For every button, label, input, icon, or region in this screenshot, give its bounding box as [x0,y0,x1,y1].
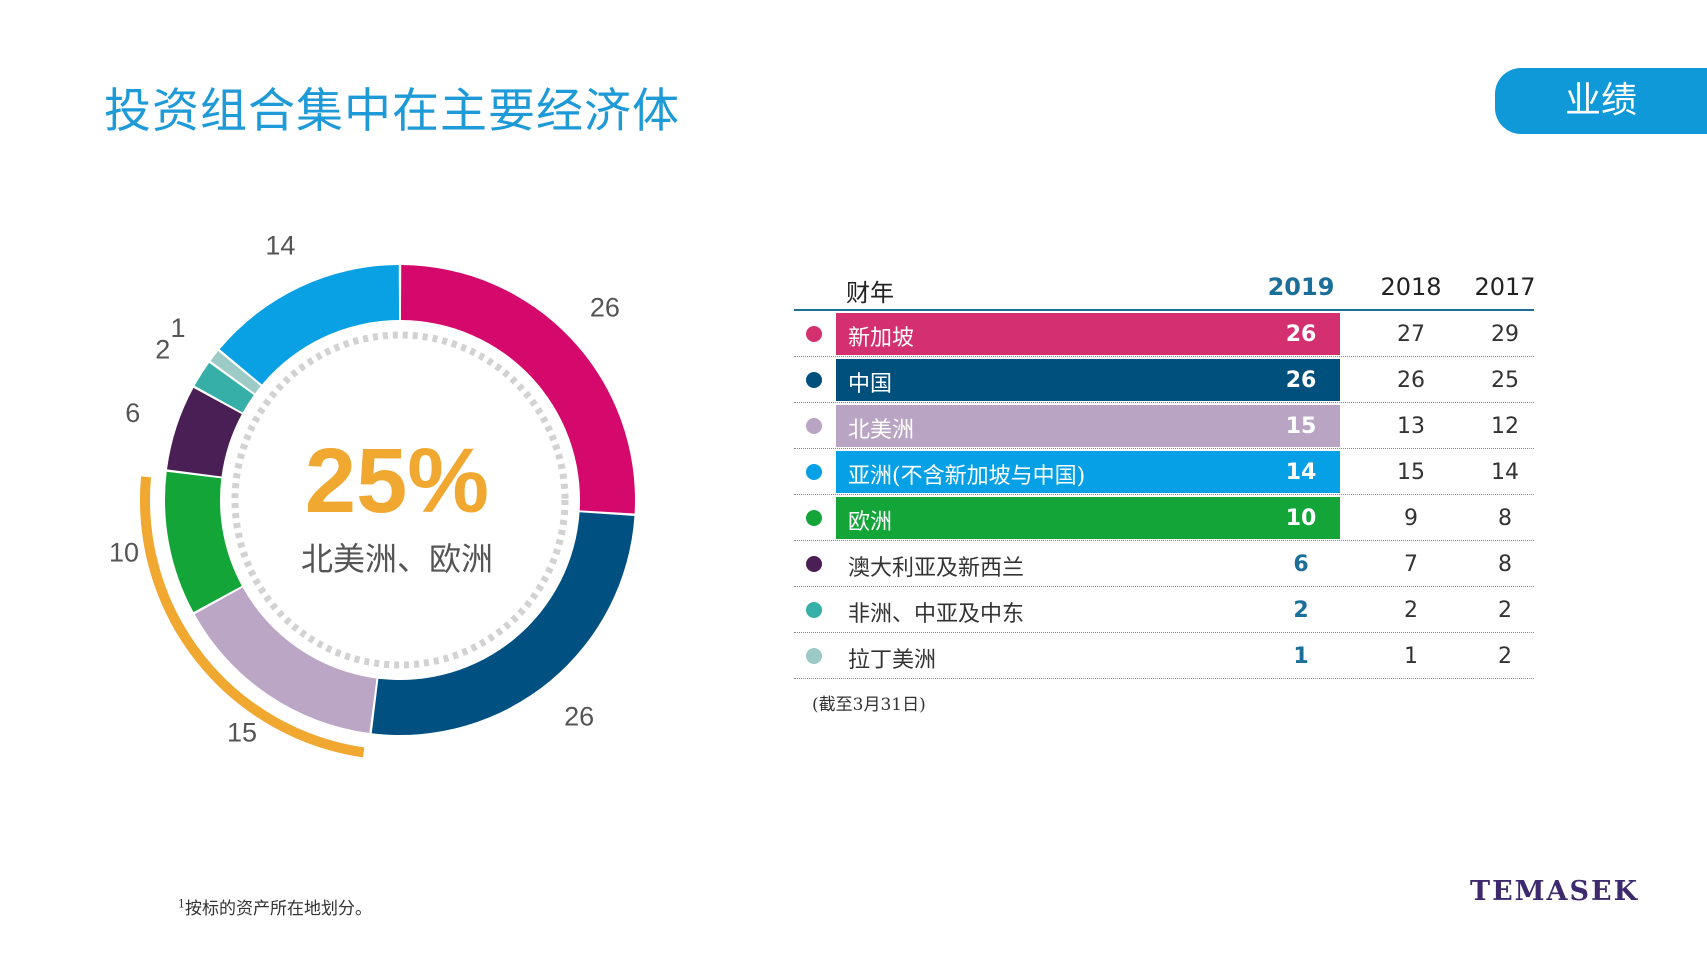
legend-dot [806,556,822,572]
legend-dot [806,602,822,618]
page-title: 投资组合集中在主要经济体 [104,84,680,139]
donut-inner-dotted-ring [231,331,569,669]
row-value-2018: 13 [1397,414,1425,439]
row-band [836,313,1340,355]
row-value-2018: 15 [1397,460,1425,485]
legend-dot [806,464,822,480]
donut-segments [165,265,636,735]
row-value-2018: 27 [1397,322,1425,347]
row-value-2017: 25 [1491,368,1519,393]
legend-dot [806,648,822,664]
table-row: 中国 26 26 25 [794,358,1534,403]
temasek-logo: TEMASEK [1470,876,1640,907]
date-note: (截至3月31日) [812,695,926,715]
table-row: 北美洲 15 13 12 [794,404,1534,449]
legend-dot [806,326,822,342]
row-value-2019: 6 [1293,552,1309,577]
donut-segment [165,471,242,613]
donut-segment [400,265,636,514]
allocation-table: 财年 2019 2018 2017 新加坡 26 27 29 中国 26 26 25 北美洲 15… [794,265,1536,679]
row-value-2019: 26 [1285,368,1317,393]
center-label: 北美洲、欧洲 [301,540,493,578]
row-value-2017: 29 [1491,322,1519,347]
row-label: 亚洲(不含新加坡与中国) [848,464,1086,489]
row-value-2019: 14 [1285,460,1317,485]
row-value-2018: 26 [1397,368,1425,393]
donut-value-label: 15 [227,717,257,747]
row-label: 拉丁美洲 [848,648,937,673]
donut-value-label: 2 [155,334,170,364]
donut-segment [371,512,635,735]
donut-segment [194,587,377,733]
row-value-2018: 9 [1404,506,1418,531]
row-value-2018: 1 [1404,644,1418,669]
legend-dot [806,418,822,434]
donut-value-label: 26 [590,293,620,323]
table-row: 新加坡 26 27 29 [794,312,1534,357]
donut-value-label: 10 [109,538,139,568]
row-value-2017: 2 [1498,598,1512,623]
header-label: 财年 [846,279,894,307]
row-value-2017: 12 [1491,414,1519,439]
header-year-2017: 2017 [1474,273,1536,301]
row-band [836,497,1340,539]
row-label: 中国 [848,372,893,397]
row-value-2017: 8 [1498,506,1512,531]
table-row: 澳大利亚及新西兰 6 7 8 [794,542,1534,587]
donut-segment [194,362,254,413]
row-value-2017: 2 [1498,644,1512,669]
row-label: 欧洲 [848,510,893,535]
table-row: 欧洲 10 9 8 [794,496,1534,541]
donut-value-label: 6 [125,398,140,428]
row-value-2019: 26 [1285,322,1317,347]
row-value-2019: 2 [1293,598,1309,623]
highlight-arc [140,476,365,758]
footnote-mark: 1 [178,897,185,911]
legend-dot [806,372,822,388]
footnote: 1按标的资产所在地划分。 [178,894,372,919]
donut-value-labels: 26 26 15 10 6 21 14 [109,231,620,748]
section-tab[interactable]: 业绩 [1495,68,1707,134]
footnote-text: 按标的资产所在地划分。 [185,899,372,919]
row-value-2017: 8 [1498,552,1512,577]
center-value: 25% [305,430,489,532]
header-year-2018: 2018 [1380,273,1442,301]
header-year-2019: 2019 [1267,273,1335,301]
donut-segment [219,265,400,385]
donut-value-label: 14 [265,231,295,261]
row-band [836,405,1340,447]
row-value-2019: 15 [1285,414,1317,439]
row-value-2018: 2 [1404,598,1418,623]
row-label: 澳大利亚及新西兰 [848,556,1025,581]
donut-segment [210,351,261,394]
donut-chart: 26 26 15 10 6 21 14 25% 北美洲、欧洲 [109,231,636,758]
donut-value-label: 26 [564,702,594,732]
table-header: 财年 2019 2018 2017 [794,265,1536,311]
legend-dot [806,510,822,526]
table-row: 亚洲(不含新加坡与中国) 14 15 14 [794,450,1534,495]
row-value-2019: 1 [1293,644,1309,669]
row-label: 新加坡 [848,326,915,351]
row-value-2019: 10 [1285,506,1317,531]
donut-value-label: 1 [170,313,185,343]
table-row: 非洲、中亚及中东 2 2 2 [794,588,1534,633]
table-row: 拉丁美洲 1 1 2 [794,634,1534,679]
donut-segment [167,387,242,477]
row-value-2018: 7 [1404,552,1418,577]
table-body: 新加坡 26 27 29 中国 26 26 25 北美洲 15 13 12 亚洲(不含新加坡与中国) 14… [794,312,1534,679]
row-band [836,359,1340,401]
row-band [836,451,1340,493]
row-label: 非洲、中亚及中东 [848,602,1025,627]
row-value-2017: 14 [1491,460,1519,485]
row-label: 北美洲 [848,418,915,443]
